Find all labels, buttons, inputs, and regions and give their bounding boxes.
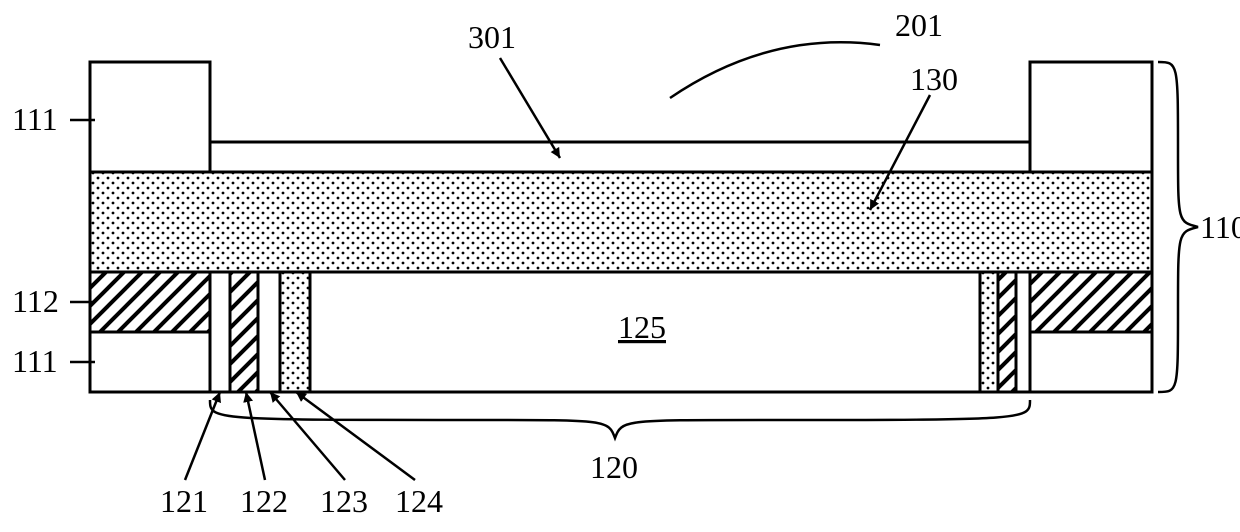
- label-111-top: 111: [12, 101, 58, 137]
- pillar-122-left: [230, 272, 258, 392]
- label-201: 201: [895, 7, 943, 43]
- pillar-dots-right: [980, 272, 998, 392]
- leader-123: [270, 392, 345, 480]
- label-123: 123: [320, 483, 368, 519]
- pillar-plain-right: [1016, 272, 1030, 392]
- cross-section-diagram: 201 301 130 111 112 111 125 110 120 121 …: [0, 0, 1240, 532]
- label-111-bot: 111: [12, 343, 58, 379]
- pillar-121-left: [210, 272, 230, 392]
- brace-110: [1158, 62, 1198, 392]
- leader-122: [246, 392, 265, 480]
- pillar-124-left: [280, 272, 310, 392]
- label-110: 110: [1200, 209, 1240, 245]
- pillar-hatch-right: [998, 272, 1016, 392]
- label-120: 120: [590, 449, 638, 485]
- label-122: 122: [240, 483, 288, 519]
- label-124: 124: [395, 483, 443, 519]
- region-301: [210, 142, 1030, 172]
- region-130: [90, 172, 1152, 272]
- region-111-bot-left: [90, 332, 210, 392]
- leader-124: [296, 392, 415, 480]
- region-112-right: [1030, 272, 1152, 332]
- region-111-top-right: [1030, 62, 1152, 172]
- region-111-top-left: [90, 62, 210, 172]
- region-112-left: [90, 272, 210, 332]
- label-112: 112: [12, 283, 59, 319]
- leader-121: [185, 392, 220, 480]
- label-121: 121: [160, 483, 208, 519]
- region-111-bot-right: [1030, 332, 1152, 392]
- pillar-123-left: [258, 272, 280, 392]
- label-130: 130: [910, 61, 958, 97]
- leader-201: [670, 42, 880, 98]
- label-301: 301: [468, 19, 516, 55]
- label-125: 125: [618, 309, 666, 345]
